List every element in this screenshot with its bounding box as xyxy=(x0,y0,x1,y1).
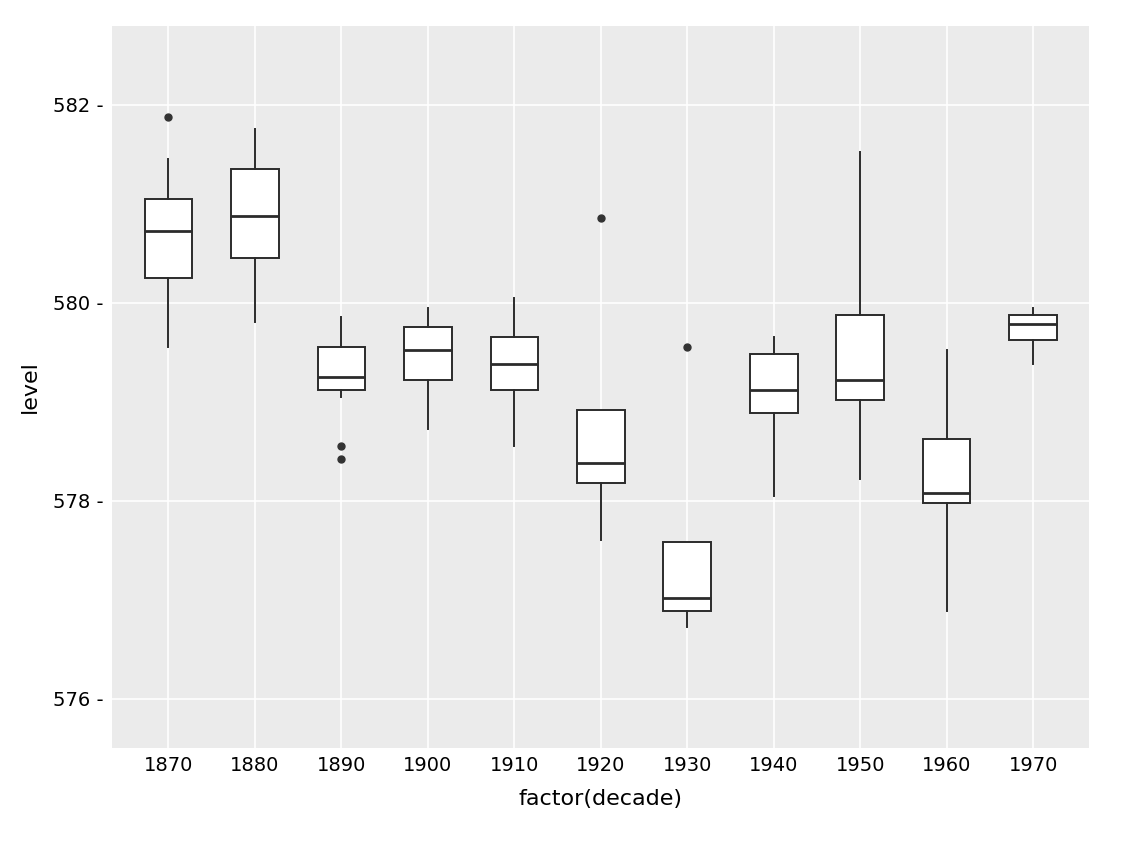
PathPatch shape xyxy=(837,314,884,400)
PathPatch shape xyxy=(231,169,279,258)
PathPatch shape xyxy=(750,354,797,413)
PathPatch shape xyxy=(404,327,451,380)
X-axis label: factor(decade): factor(decade) xyxy=(519,789,683,809)
PathPatch shape xyxy=(577,410,624,483)
PathPatch shape xyxy=(491,337,538,389)
PathPatch shape xyxy=(145,199,192,278)
PathPatch shape xyxy=(923,439,970,502)
PathPatch shape xyxy=(318,347,365,389)
PathPatch shape xyxy=(664,542,711,611)
PathPatch shape xyxy=(1010,314,1057,340)
Y-axis label: level: level xyxy=(19,360,39,413)
